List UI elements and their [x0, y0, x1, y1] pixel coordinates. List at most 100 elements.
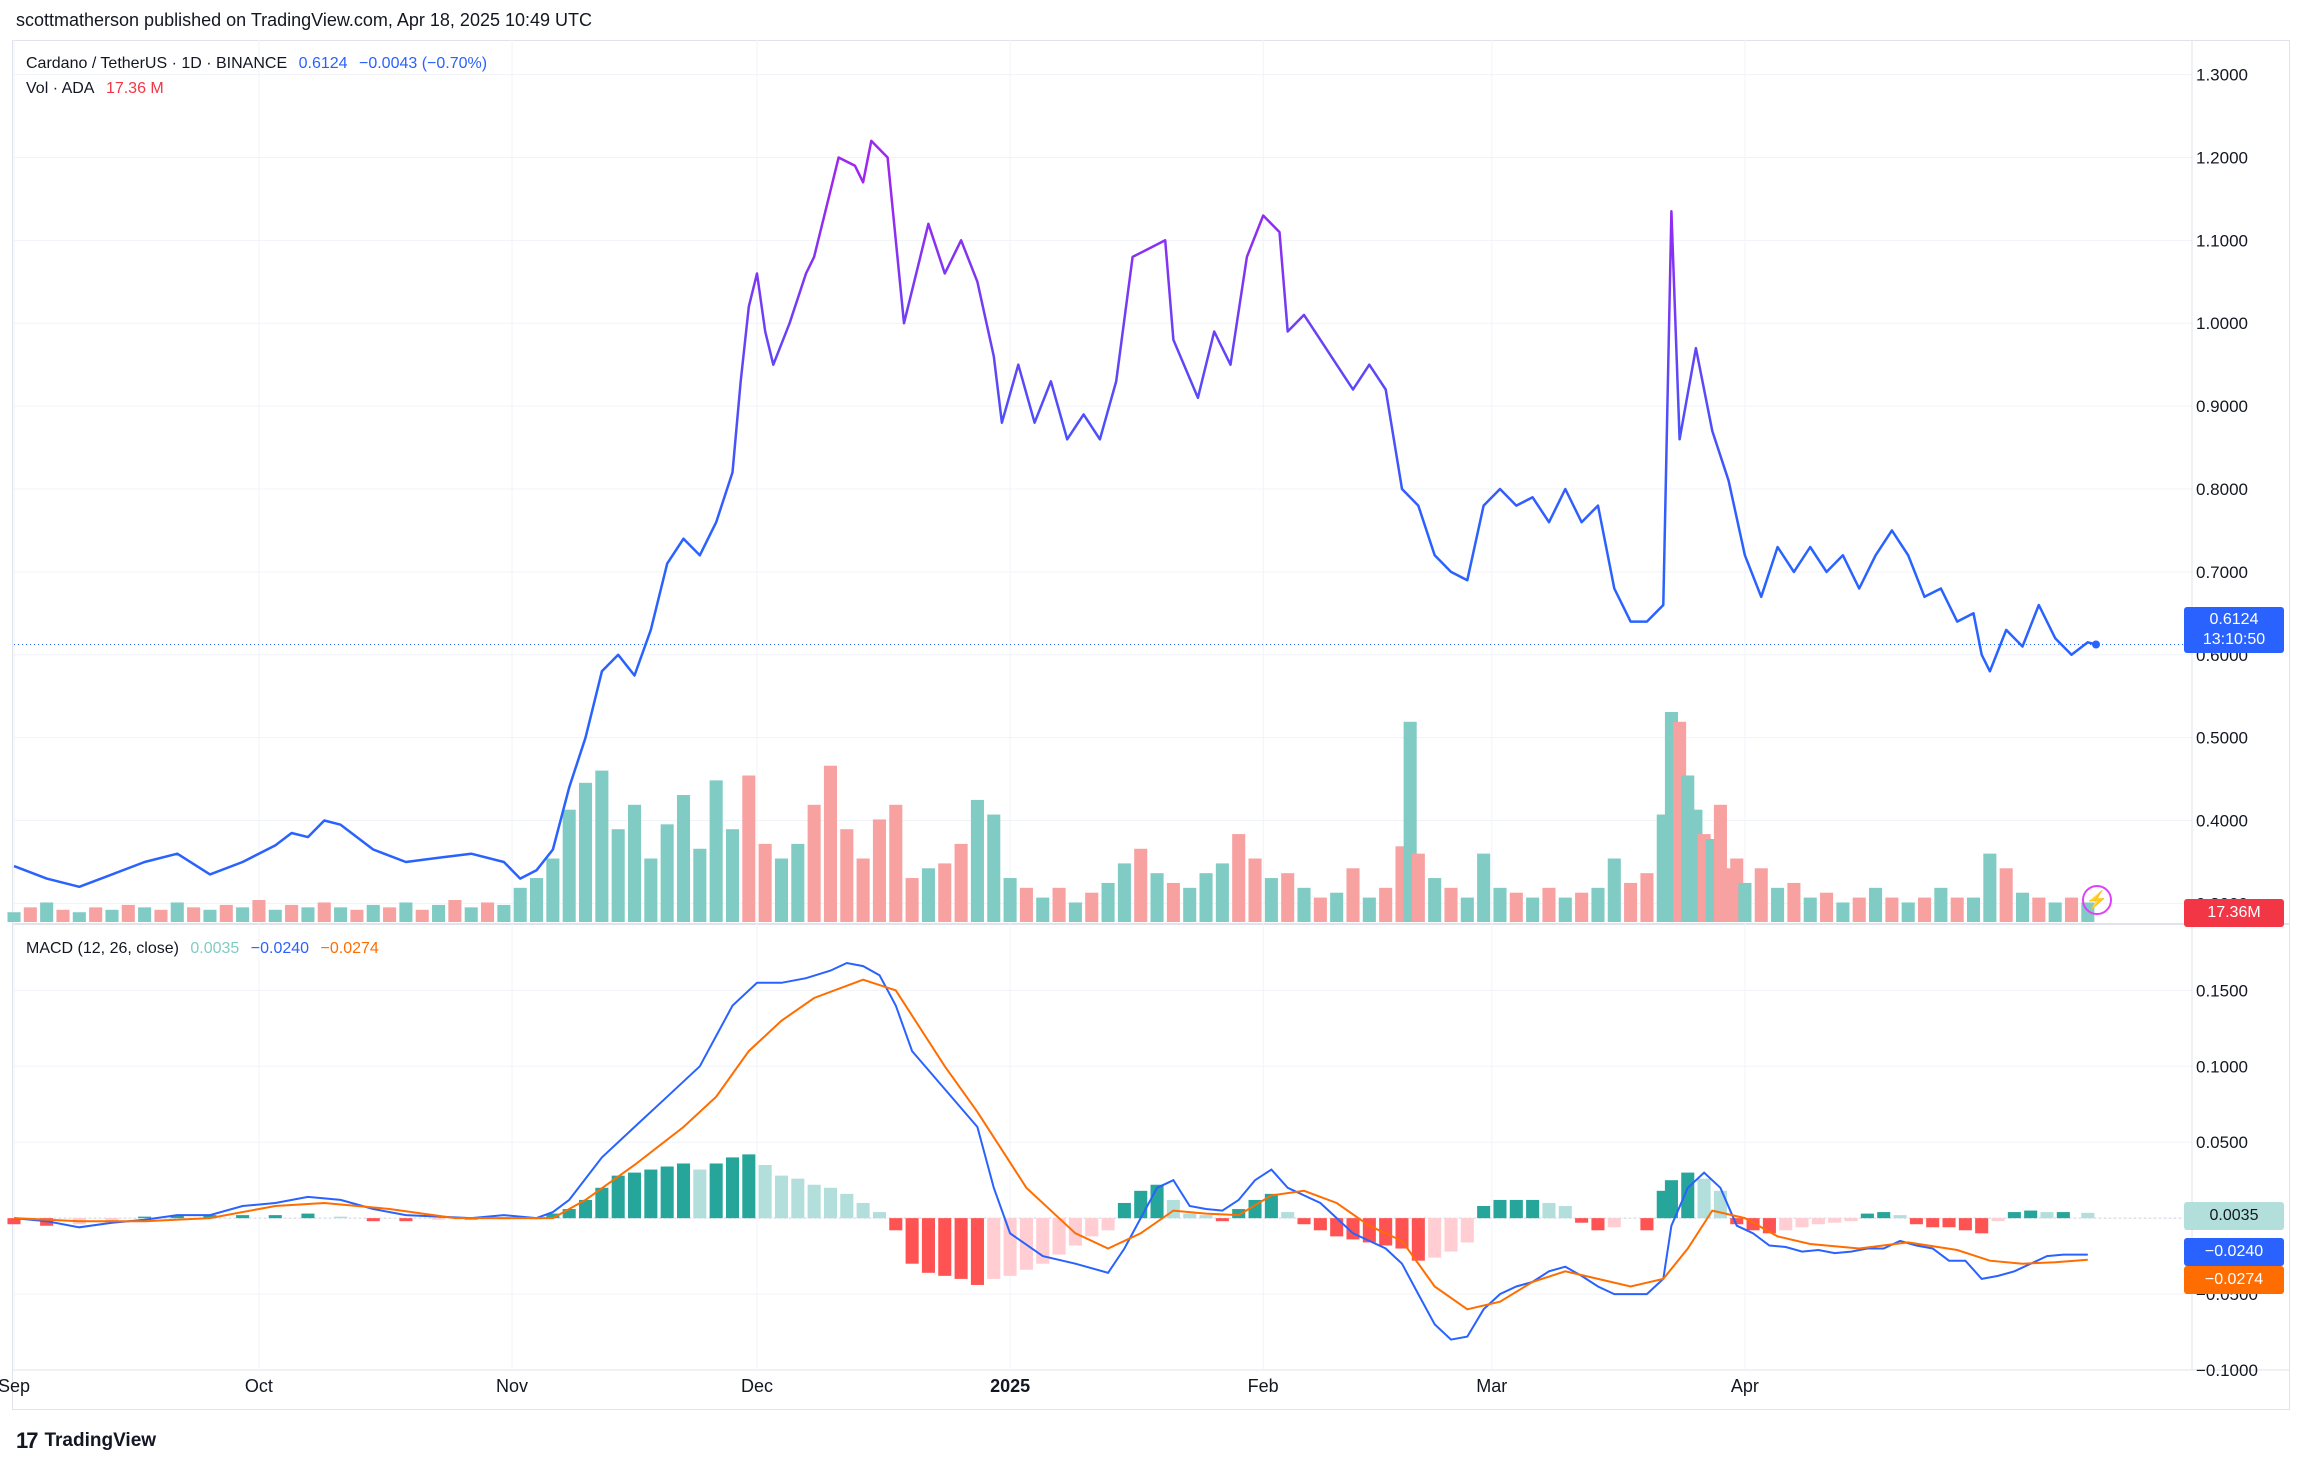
macd-histogram — [7, 1154, 2192, 1285]
volume-bar — [546, 858, 560, 922]
volume-bar — [1166, 882, 1180, 922]
macd-histogram-bar — [2007, 1212, 2021, 1219]
macd-histogram-bar — [1248, 1199, 1262, 1219]
macd-histogram-bar — [1085, 1218, 1099, 1237]
volume-legend[interactable]: Vol · ADA 17.36 M — [26, 80, 171, 98]
tradingview-wordmark: TradingView — [44, 1430, 157, 1451]
macd-histogram-bar — [676, 1163, 691, 1219]
volume-bar — [1575, 892, 1589, 922]
macd-histogram-bar — [889, 1218, 903, 1231]
tradingview-logo[interactable]: 17 TradingView — [16, 1428, 156, 1454]
volume-bar — [1330, 892, 1344, 922]
volume-bar — [1918, 897, 1932, 922]
price-tick-label: 0.4000 — [2196, 812, 2248, 831]
volume-bar — [954, 843, 968, 922]
macd-histogram-bar — [823, 1187, 838, 1219]
volume-bar — [432, 904, 446, 922]
macd-histogram-bar — [693, 1169, 707, 1219]
macd-histogram-bar — [236, 1215, 250, 1219]
volume-bar — [709, 780, 723, 922]
volume-bar — [742, 775, 756, 922]
macd-histogram-bar — [921, 1218, 935, 1273]
volume-bar — [1836, 902, 1850, 922]
volume-bar — [105, 909, 119, 922]
time-tick-label: Feb — [1248, 1376, 1279, 1396]
volume-bar — [7, 912, 21, 922]
volume-bar — [1068, 902, 1082, 922]
price-tick-label: 0.8000 — [2196, 480, 2248, 499]
macd-histogram-bar — [2056, 1212, 2070, 1219]
macd-histogram-bar — [1991, 1218, 2005, 1222]
volume-bar — [236, 907, 250, 922]
volume-bar — [758, 843, 772, 922]
volume-bar — [1248, 858, 1262, 922]
volume-bar — [1950, 897, 1964, 922]
volume-label: Vol · ADA — [26, 80, 95, 97]
macd-histogram-bar — [1681, 1172, 1695, 1219]
volume-bar — [1117, 863, 1131, 922]
macd-histogram-bar — [1428, 1218, 1442, 1258]
macd-line-value: −0.0240 — [250, 940, 310, 957]
macd-hist-badge: 0.0035 — [2184, 1202, 2284, 1230]
tradingview-mark-icon: 17 — [16, 1428, 39, 1453]
volume-bar — [1493, 887, 1507, 922]
volume-bar — [448, 900, 462, 922]
macd-histogram-bar — [807, 1184, 821, 1219]
macd-histogram-bar — [1444, 1218, 1458, 1252]
time-axis: Sep Oct Nov Dec 2025 Feb Mar Apr — [0, 1376, 1759, 1396]
symbol-title[interactable]: Cardano / TetherUS · 1D · BINANCE — [26, 55, 288, 72]
price-series — [13, 139, 2192, 889]
macd-histogram-bar — [1730, 1218, 1744, 1225]
volume-bar — [840, 829, 854, 922]
volume-bar — [1477, 853, 1491, 922]
macd-histogram-bar — [970, 1218, 984, 1285]
volume-bar — [1591, 887, 1605, 922]
volume-bar — [660, 824, 674, 922]
macd-histogram-bar — [1697, 1178, 1711, 1219]
last-price-dot — [2092, 640, 2100, 649]
macd-histogram-bar — [562, 1209, 576, 1219]
macd-histogram-bar — [1877, 1212, 1891, 1219]
macd-hist-value: 0.0035 — [190, 940, 240, 957]
volume-bar — [807, 804, 821, 922]
macd-histogram-bar — [334, 1216, 348, 1219]
macd-histogram-bar — [1395, 1218, 1409, 1249]
volume-bar — [1199, 873, 1213, 922]
macd-histogram-bar — [742, 1154, 756, 1219]
macd-histogram-bar — [105, 1218, 119, 1222]
macd-histogram-bar — [301, 1213, 315, 1219]
macd-histogram-bar — [1607, 1218, 1621, 1228]
volume-bar — [987, 814, 1001, 922]
volume-bar — [138, 907, 152, 922]
volume-bar — [1820, 892, 1834, 922]
macd-histogram-bar — [1509, 1199, 1523, 1219]
volume-bar — [2015, 892, 2030, 922]
volume-bar — [1428, 878, 1442, 922]
volume-bar — [1019, 887, 1033, 922]
macd-histogram-bar — [954, 1218, 968, 1279]
publish-attribution: scottmatherson published on TradingView.… — [16, 10, 593, 30]
macd-histogram-bar — [1811, 1218, 1825, 1225]
macd-histogram-bar — [840, 1193, 854, 1219]
volume-bar — [1085, 892, 1099, 922]
macd-histogram-bar — [7, 1218, 21, 1225]
volume-bar — [56, 909, 70, 922]
time-tick-label: Mar — [1476, 1376, 1507, 1396]
macd-histogram-bar — [644, 1169, 658, 1219]
macd-line — [13, 961, 2088, 1341]
lightning-icon[interactable]: ⚡ — [2082, 885, 2112, 915]
price-tick-label: 0.5000 — [2196, 729, 2248, 748]
volume-bar — [1509, 892, 1523, 922]
macd-histogram-bar — [1264, 1193, 1278, 1219]
macd-histogram-bar — [1558, 1206, 1572, 1219]
volume-bar — [350, 909, 364, 922]
grid-lines — [12, 40, 2290, 1371]
price-axis: 0.30000.40000.50000.60000.70000.80000.90… — [2196, 66, 2248, 914]
symbol-legend[interactable]: Cardano / TetherUS · 1D · BINANCE 0.6124… — [26, 55, 494, 73]
macd-legend[interactable]: MACD (12, 26, close) 0.0035 −0.0240 −0.0… — [26, 940, 386, 958]
volume-bar — [334, 907, 348, 922]
volume-bar — [301, 907, 315, 922]
price-tick-label: 1.0000 — [2196, 314, 2248, 333]
volume-bar — [40, 902, 54, 922]
